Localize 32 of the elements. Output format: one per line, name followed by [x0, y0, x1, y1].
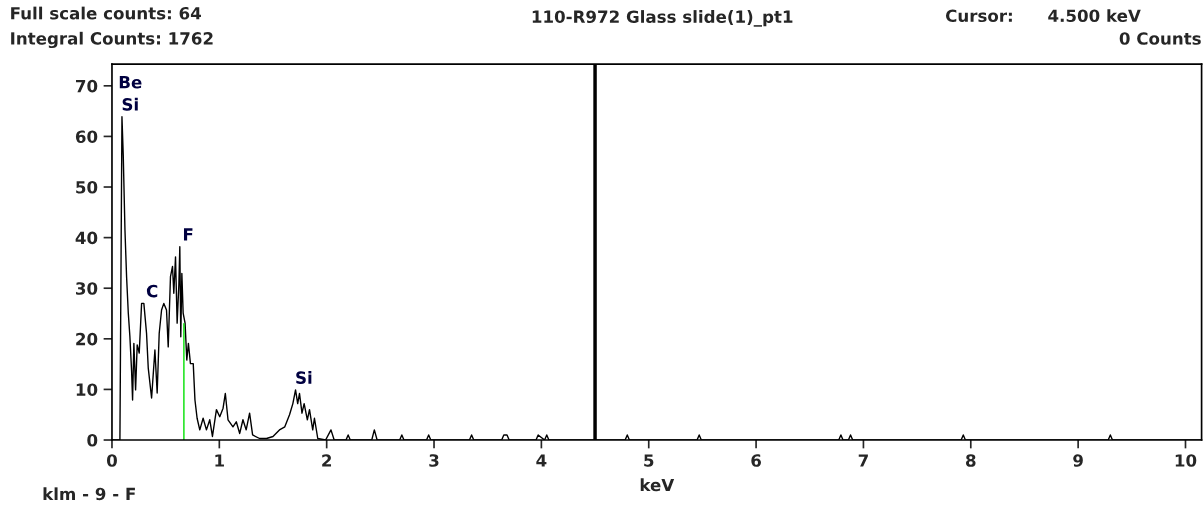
x-tick-label: 8: [966, 454, 976, 467]
x-axis-title: keV: [640, 478, 675, 492]
x-tick-label: 10: [1175, 454, 1197, 467]
y-tick-label: 50: [76, 180, 98, 194]
text: Cursor:: [945, 9, 1012, 23]
y-tick-label: 70: [76, 79, 98, 93]
text: 0 Counts: [1119, 32, 1201, 45]
annotation: F: [183, 228, 193, 241]
text: Full scale counts: 64: [11, 6, 201, 20]
y-tick-label: 20: [76, 332, 98, 346]
chart-title: 110-R972 Glass slide(1)_pt1: [532, 10, 793, 27]
annotation: C: [146, 284, 158, 298]
x-tick-label: 9: [1073, 454, 1083, 467]
x-tick-label: 0: [106, 454, 117, 467]
y-tick-label: 60: [75, 130, 98, 143]
y-tick-label: 40: [75, 231, 98, 245]
annotation: Be: [119, 76, 142, 89]
text: klm - 9 - F: [43, 487, 135, 501]
y-tick-label: 0: [87, 433, 98, 447]
x-tick-label: 3: [429, 454, 439, 467]
x-tick-label: 4: [536, 454, 547, 467]
y-tick-label: 10: [76, 383, 98, 396]
y-tick-label: 30: [76, 282, 98, 295]
x-tick-label: 5: [644, 454, 654, 467]
x-tick-label: 1: [215, 454, 224, 467]
x-tick-label: 2: [322, 454, 332, 467]
annotation: Si: [122, 97, 138, 111]
text: 4.500 keV: [1048, 9, 1141, 23]
x-tick-label: 7: [858, 454, 868, 467]
annotation: Si: [296, 371, 312, 384]
x-tick-label: 6: [751, 454, 761, 467]
text: Integral Counts: 1762: [11, 31, 213, 49]
